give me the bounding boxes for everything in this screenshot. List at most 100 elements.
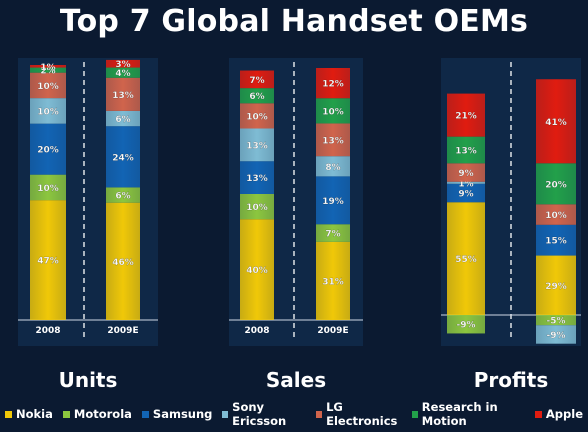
profits-data-label-1-sony-ericsson: -9% xyxy=(546,331,565,341)
profits-bar-1-samsung xyxy=(536,224,576,256)
legend-label-sony-ericsson: Sony Ericsson xyxy=(232,400,287,428)
legend-item-nokia: Nokia xyxy=(5,407,53,421)
sales-category-label-1: 2009E xyxy=(317,326,348,336)
chart-title: Top 7 Global Handset OEMs xyxy=(59,4,529,39)
units-bar-1-sony-ericsson xyxy=(106,110,140,127)
units-data-label-0-sony-ericsson: 10% xyxy=(37,107,59,117)
sales-bar-0-nokia xyxy=(240,219,274,320)
units-category-label-0: 2008 xyxy=(35,326,60,336)
panel-label-sales: Sales xyxy=(265,368,327,392)
units-bar-0-samsung xyxy=(30,123,66,175)
units-bar-1-samsung xyxy=(106,126,140,188)
units-data-label-1-research-in-motion: 4% xyxy=(115,69,130,79)
legend: Nokia Motorola Samsung Sony Ericsson LG … xyxy=(0,400,588,428)
sales-bar-0-apple xyxy=(240,70,274,89)
sales-bar-0-samsung xyxy=(240,161,274,194)
sales-data-label-1-sony-ericsson: 8% xyxy=(325,163,340,173)
profits-bar-0-motorola xyxy=(447,315,485,334)
units-data-label-0-research-in-motion: 2% xyxy=(40,67,55,77)
units-data-label-1-nokia: 46% xyxy=(112,258,134,268)
legend-label-motorola: Motorola xyxy=(73,407,132,421)
panel-label-units: Units xyxy=(58,368,118,392)
profits-bar-0-sony-ericsson xyxy=(447,181,485,184)
sales-data-label-1-apple: 12% xyxy=(322,80,344,90)
legend-item-lg-electronics: LG Electronics xyxy=(316,400,402,428)
units-data-label-1-apple: 3% xyxy=(115,60,130,70)
sales-data-label-1-lg-electronics: 13% xyxy=(322,136,344,146)
profits-data-label-1-research-in-motion: 20% xyxy=(545,180,567,190)
profits-bar-1-research-in-motion xyxy=(536,163,576,205)
legend-label-research-in-motion: Research in Motion xyxy=(421,400,498,428)
sales-data-label-0-samsung: 13% xyxy=(246,174,268,184)
units-bar-1-lg-electronics xyxy=(106,77,140,111)
profits-bar-1-lg-electronics xyxy=(536,204,576,225)
legend-item-sony-ericsson: Sony Ericsson xyxy=(222,400,306,428)
sales-bar-1-motorola xyxy=(316,224,350,242)
units-data-label-0-nokia: 47% xyxy=(37,257,59,267)
sales-bar-0-lg-electronics xyxy=(240,103,274,129)
legend-swatch-nokia xyxy=(5,410,12,418)
profits-data-label-1-motorola: -5% xyxy=(546,317,565,327)
profits-bar-1-motorola xyxy=(536,315,576,326)
sales-bar-1-apple xyxy=(316,68,350,99)
units-bar-1-motorola xyxy=(106,187,140,203)
profits-bar-0-research-in-motion xyxy=(447,136,485,164)
sales-data-label-1-nokia: 31% xyxy=(322,277,344,287)
sales-data-label-1-samsung: 19% xyxy=(322,197,344,207)
units-data-label-0-motorola: 10% xyxy=(37,184,59,194)
legend-item-samsung: Samsung xyxy=(141,407,213,421)
sales-bar-0-motorola xyxy=(240,194,274,220)
profits-data-label-0-sony-ericsson: 1% xyxy=(458,179,473,189)
panel-label-profits: Profits xyxy=(473,368,549,392)
legend-label-nokia: Nokia xyxy=(16,407,53,421)
profits-bar-0-samsung xyxy=(447,183,485,203)
sales-bar-0-research-in-motion xyxy=(240,88,274,104)
sales-data-label-0-research-in-motion: 6% xyxy=(249,92,264,102)
sales-bar-1-nokia xyxy=(316,241,350,320)
legend-item-apple: Apple xyxy=(534,407,583,421)
units-bar-1-research-in-motion xyxy=(106,67,140,78)
units-category-label-1: 2009E xyxy=(107,326,138,336)
units-bar-0-research-in-motion xyxy=(30,67,66,73)
profits-data-label-1-lg-electronics: 10% xyxy=(545,211,567,221)
sales-data-label-0-sony-ericsson: 13% xyxy=(246,141,268,151)
sales-data-label-0-nokia: 40% xyxy=(246,266,268,276)
profits-data-label-0-nokia: 55% xyxy=(455,255,477,265)
profits-data-label-0-lg-electronics: 9% xyxy=(458,169,473,179)
profits-bar-1-sony-ericsson xyxy=(536,325,576,344)
legend-swatch-samsung xyxy=(141,410,149,418)
sales-bar-1-sony-ericsson xyxy=(316,156,350,177)
units-bar-0-apple xyxy=(30,65,66,68)
sales-data-label-1-research-in-motion: 10% xyxy=(322,107,344,117)
units-bar-1-apple xyxy=(106,59,140,68)
legend-label-apple: Apple xyxy=(545,407,583,421)
sales-data-label-1-motorola: 7% xyxy=(325,230,340,240)
units-bar-0-lg-electronics xyxy=(30,72,66,99)
units-data-label-1-lg-electronics: 13% xyxy=(112,91,134,101)
sales-bar-0-sony-ericsson xyxy=(240,128,274,162)
profits-data-label-0-research-in-motion: 13% xyxy=(455,146,477,156)
profits-data-label-1-samsung: 15% xyxy=(545,237,567,247)
sales-bar-1-research-in-motion xyxy=(316,98,350,124)
profits-bar-0-nokia xyxy=(447,202,485,315)
legend-label-samsung: Samsung xyxy=(152,407,213,421)
profits-bar-0-apple xyxy=(447,93,485,137)
units-data-label-1-samsung: 24% xyxy=(112,153,134,163)
units-bar-0-sony-ericsson xyxy=(30,98,66,124)
legend-swatch-apple xyxy=(534,410,542,418)
profits-data-label-1-nokia: 29% xyxy=(545,282,567,292)
profits-data-label-0-motorola: -9% xyxy=(456,321,475,331)
legend-swatch-research-in-motion xyxy=(412,410,418,418)
sales-data-label-0-motorola: 10% xyxy=(246,203,268,213)
legend-label-lg-electronics: LG Electronics xyxy=(326,400,398,428)
units-data-label-1-sony-ericsson: 6% xyxy=(115,115,130,125)
legend-swatch-motorola xyxy=(62,410,70,418)
units-data-label-0-lg-electronics: 10% xyxy=(37,82,59,92)
units-bar-0-nokia xyxy=(30,200,66,320)
profits-data-label-1-apple: 41% xyxy=(545,118,567,128)
units-data-label-1-motorola: 6% xyxy=(115,192,130,202)
legend-item-motorola: Motorola xyxy=(62,407,132,421)
profits-data-label-0-samsung: 9% xyxy=(458,190,473,200)
sales-data-label-0-lg-electronics: 10% xyxy=(246,112,268,122)
profits-bar-1-apple xyxy=(536,79,576,164)
